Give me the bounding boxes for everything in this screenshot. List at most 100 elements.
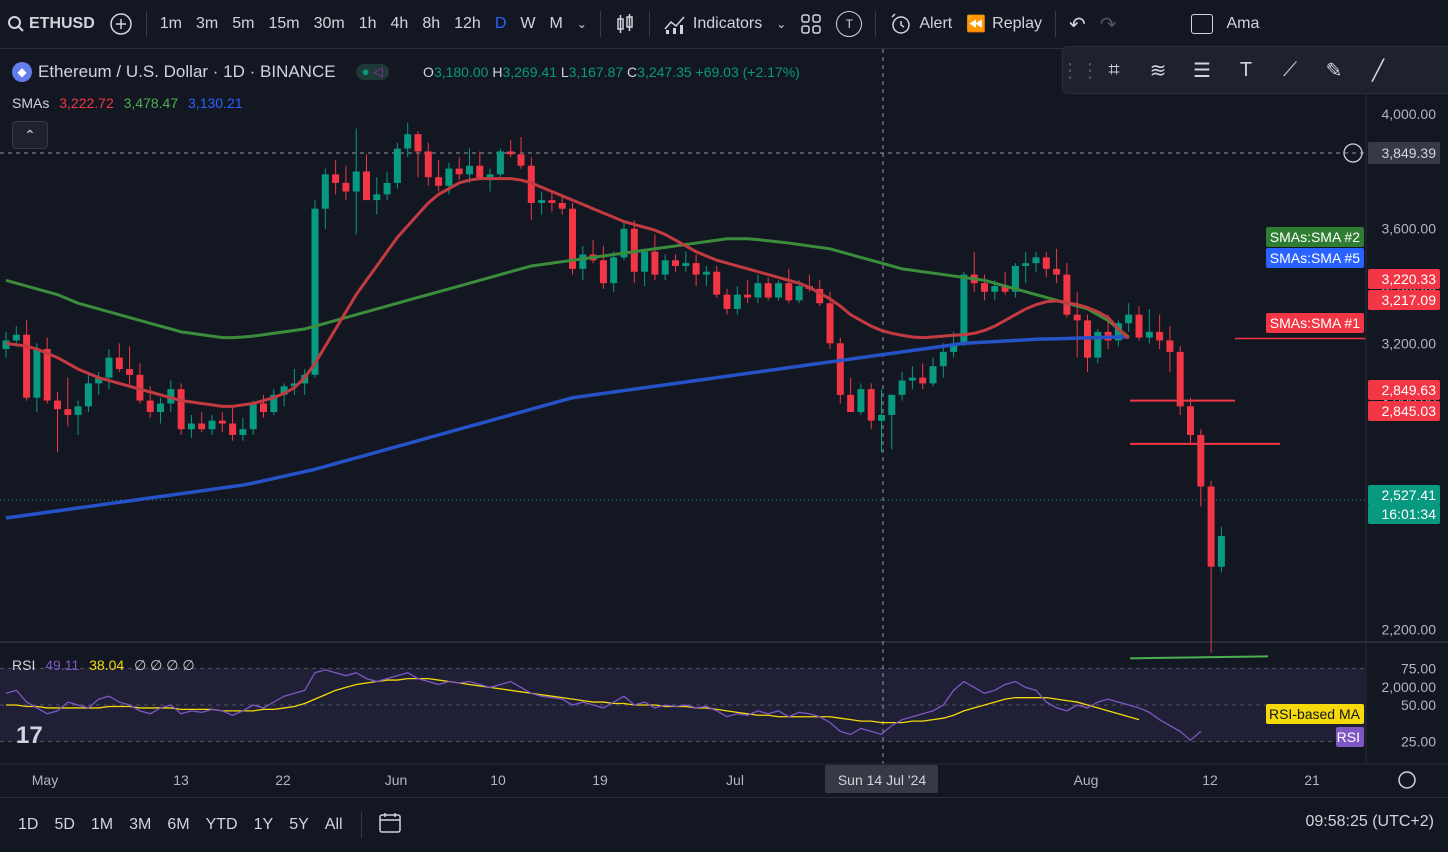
chevron-down-icon: ⌄ [576, 17, 587, 31]
candles-icon [617, 14, 633, 33]
undo-button[interactable]: ↶ [1062, 0, 1093, 48]
rsi-legend[interactable]: RSI 49.11 38.04 ∅ ∅ ∅ ∅ [12, 657, 195, 674]
candle-body [177, 389, 185, 430]
candle-body [280, 386, 288, 395]
market-status-badge[interactable]: ● ◁ [355, 64, 390, 80]
crosshair-date-tag [825, 765, 938, 793]
interval-4h[interactable]: 4h [390, 15, 409, 32]
alert-button[interactable]: Alert [882, 0, 959, 48]
range-1m[interactable]: 1M [90, 816, 114, 833]
range-5y[interactable]: 5Y [289, 816, 309, 833]
clock-display[interactable]: 09:58:25 (UTC+2) [1305, 813, 1434, 830]
date-range-button[interactable] [372, 811, 408, 840]
ethereum-logo-icon: ◆ [12, 62, 32, 82]
layouts-button[interactable] [793, 0, 829, 48]
candle-body [342, 182, 350, 192]
rsi-empty-markers: ∅ ∅ ∅ ∅ [134, 657, 195, 673]
drag-handle-icon[interactable]: ⋮⋮ [1060, 59, 1100, 82]
toolbar-divider [1054, 11, 1056, 37]
interval-15m[interactable]: 15m [268, 15, 300, 32]
candle-body [383, 182, 391, 195]
range-1d[interactable]: 1D [18, 816, 39, 833]
chevron-up-icon: ⌃ [24, 126, 36, 143]
candle-body [1053, 268, 1061, 275]
collapse-legend-button[interactable]: ⌃ [12, 121, 48, 149]
price-tick-label: 2,200.00 [1382, 622, 1437, 638]
pen-icon[interactable]: ✎ [1325, 59, 1343, 82]
interval-1m[interactable]: 1m [159, 15, 183, 32]
rsi-label-text: RSI [1337, 729, 1360, 745]
range-1y[interactable]: 1Y [253, 816, 274, 833]
candle-body [208, 420, 216, 430]
time-tick-label: 12 [1202, 772, 1218, 788]
search-icon [8, 16, 24, 32]
candle-body [332, 174, 340, 183]
redo-button[interactable]: ↷ [1093, 0, 1124, 48]
crosshair-box-icon[interactable]: ⌗ [1108, 58, 1120, 81]
interval-d[interactable]: D [494, 15, 507, 32]
plus-circle-icon [110, 13, 132, 35]
interval-8h[interactable]: 8h [422, 15, 441, 32]
tradingview-logo[interactable]: 17 [16, 722, 43, 749]
candle-body [1063, 274, 1071, 315]
candle-body [43, 349, 51, 401]
interval-3m[interactable]: 3m [196, 15, 219, 32]
interval-1h[interactable]: 1h [358, 15, 377, 32]
interval-w[interactable]: W [520, 15, 536, 32]
candle-body [187, 423, 195, 430]
candle-body [435, 177, 443, 186]
candle-body [764, 283, 772, 298]
candle-body [692, 263, 700, 275]
price-label-text: 16:01:34 [1382, 506, 1437, 522]
account-button[interactable]: Ama [1220, 0, 1267, 48]
interval-dropdown-button[interactable]: ⌄ [570, 0, 594, 48]
chart-area[interactable]: 4,000.003,600.003,400.003,200.003,000.00… [0, 49, 1448, 797]
range-5d[interactable]: 5D [54, 816, 75, 833]
smas-legend[interactable]: SMAs 3,222.72 3,478.47 3,130.21 [12, 95, 243, 111]
candle-body [620, 228, 628, 258]
indicators-button[interactable]: Indicators [656, 0, 769, 48]
price-tick-label: 3,200.00 [1382, 335, 1437, 351]
rsi-label: RSI [12, 657, 36, 673]
candle-body [95, 377, 103, 384]
trend-line-icon[interactable]: ⟋ [1283, 58, 1297, 81]
range-all[interactable]: All [324, 816, 343, 833]
symbol-search-button[interactable]: ETHUSD [0, 0, 102, 48]
replay-button[interactable]: ⏪ Replay [959, 0, 1049, 48]
range-3m[interactable]: 3M [129, 816, 152, 833]
pitchfork-icon[interactable]: ≋ [1149, 59, 1167, 82]
ray-line-icon[interactable]: ╱ [1371, 59, 1385, 82]
fullscreen-button[interactable] [1184, 0, 1220, 48]
interval-30m[interactable]: 30m [313, 15, 345, 32]
indicators-dropdown[interactable]: ⌄ [769, 0, 793, 48]
toolbar-divider [875, 11, 877, 37]
compare-add-button[interactable] [102, 0, 140, 48]
sma1-line [5, 177, 1130, 408]
interval-m[interactable]: M [549, 15, 563, 32]
interval-12h[interactable]: 12h [454, 15, 481, 32]
candle-body [260, 403, 267, 413]
range-ytd[interactable]: YTD [205, 816, 238, 833]
range-6m[interactable]: 6M [167, 816, 190, 833]
close-label: C [627, 64, 638, 80]
price-label-tag [1368, 485, 1440, 505]
candle-body [1166, 340, 1174, 352]
text-tool-icon[interactable]: T [1239, 58, 1253, 81]
candle-body [84, 383, 92, 407]
indicators-label: Indicators [692, 15, 763, 32]
candle-body [775, 283, 782, 298]
price-chart[interactable]: 4,000.003,600.003,400.003,200.003,000.00… [0, 49, 1448, 797]
candle-body [146, 400, 154, 413]
candle-body [476, 165, 484, 181]
rsi-tick-label: 75.00 [1401, 660, 1436, 676]
candle-body [929, 366, 937, 384]
interval-5m[interactable]: 5m [232, 15, 255, 32]
fib-lines-icon[interactable]: ☰ [1193, 59, 1211, 82]
crosshair-price-tag [1368, 142, 1440, 164]
chart-type-button[interactable] [607, 0, 643, 48]
time-tick-label: 19 [592, 772, 608, 788]
candle-body [558, 202, 566, 209]
time-tick-label: Jun [385, 772, 408, 788]
templates-button[interactable]: T [829, 0, 869, 48]
undo-icon: ↶ [1068, 13, 1086, 36]
